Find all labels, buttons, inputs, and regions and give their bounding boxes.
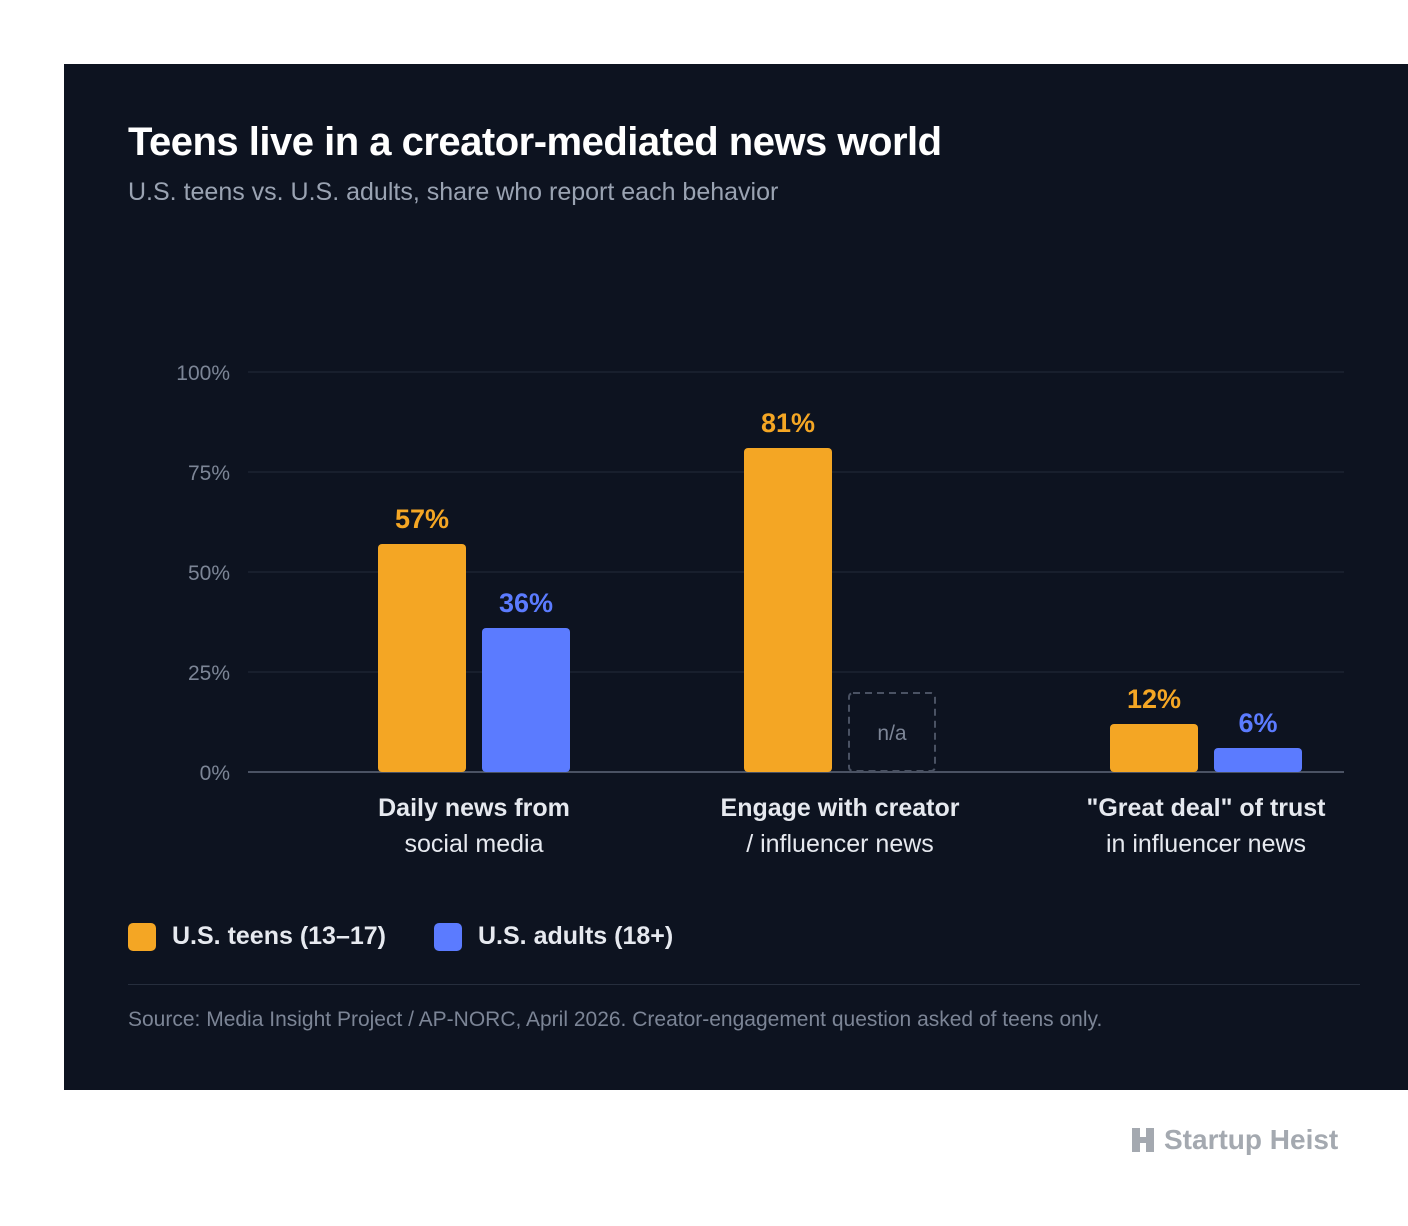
data-label: 12% <box>1127 684 1181 714</box>
chart-title: Teens live in a creator-mediated news wo… <box>128 120 942 164</box>
x-category-label: Engage with creator <box>721 794 960 822</box>
y-tick-label: 25% <box>188 662 230 685</box>
legend-swatch-teens <box>128 922 156 951</box>
brand-name: Startup Heist <box>1164 1124 1339 1155</box>
legend-label-teens: U.S. teens (13–17) <box>172 922 386 950</box>
bar <box>1214 748 1302 772</box>
bar-chart: 100% 75% 50% 25% 0% 57% 36% Daily news from soci… <box>176 362 1344 858</box>
x-category-label: Daily news from <box>378 794 570 822</box>
legend: U.S. teens (13–17) U.S. adults (18+) <box>128 922 721 951</box>
chart-subtitle: U.S. teens vs. U.S. adults, share who re… <box>128 178 779 206</box>
legend-item-adults: U.S. adults (18+) <box>434 922 673 951</box>
na-label: n/a <box>877 722 907 745</box>
data-label: 57% <box>395 504 449 534</box>
x-category-label: "Great deal" of trust <box>1086 794 1326 822</box>
bar <box>744 448 832 772</box>
divider <box>128 984 1360 985</box>
y-tick-label: 75% <box>188 462 230 485</box>
y-tick-label: 100% <box>176 362 230 385</box>
legend-label-adults: U.S. adults (18+) <box>478 922 674 950</box>
na-placeholder <box>848 692 936 772</box>
x-category-label: / influencer news <box>746 830 934 858</box>
data-label: 81% <box>761 408 815 438</box>
brand-logo-icon <box>1132 1128 1154 1152</box>
legend-item-teens: U.S. teens (13–17) <box>128 922 386 951</box>
chart-card: Teens live in a creator-mediated news wo… <box>64 64 1408 1090</box>
data-label: 6% <box>1238 708 1277 738</box>
legend-swatch-adults <box>434 922 462 951</box>
y-tick-label: 0% <box>200 762 230 785</box>
bar <box>1110 724 1198 772</box>
bar <box>378 544 466 772</box>
y-tick-label: 50% <box>188 562 230 585</box>
source-note: Source: Media Insight Project / AP-NORC,… <box>128 1008 1103 1031</box>
x-category-label: social media <box>405 830 544 858</box>
data-label: 36% <box>499 588 553 618</box>
x-category-label: in influencer news <box>1106 830 1306 858</box>
brand: Startup Heist <box>1130 1124 1338 1156</box>
bar <box>482 628 570 772</box>
